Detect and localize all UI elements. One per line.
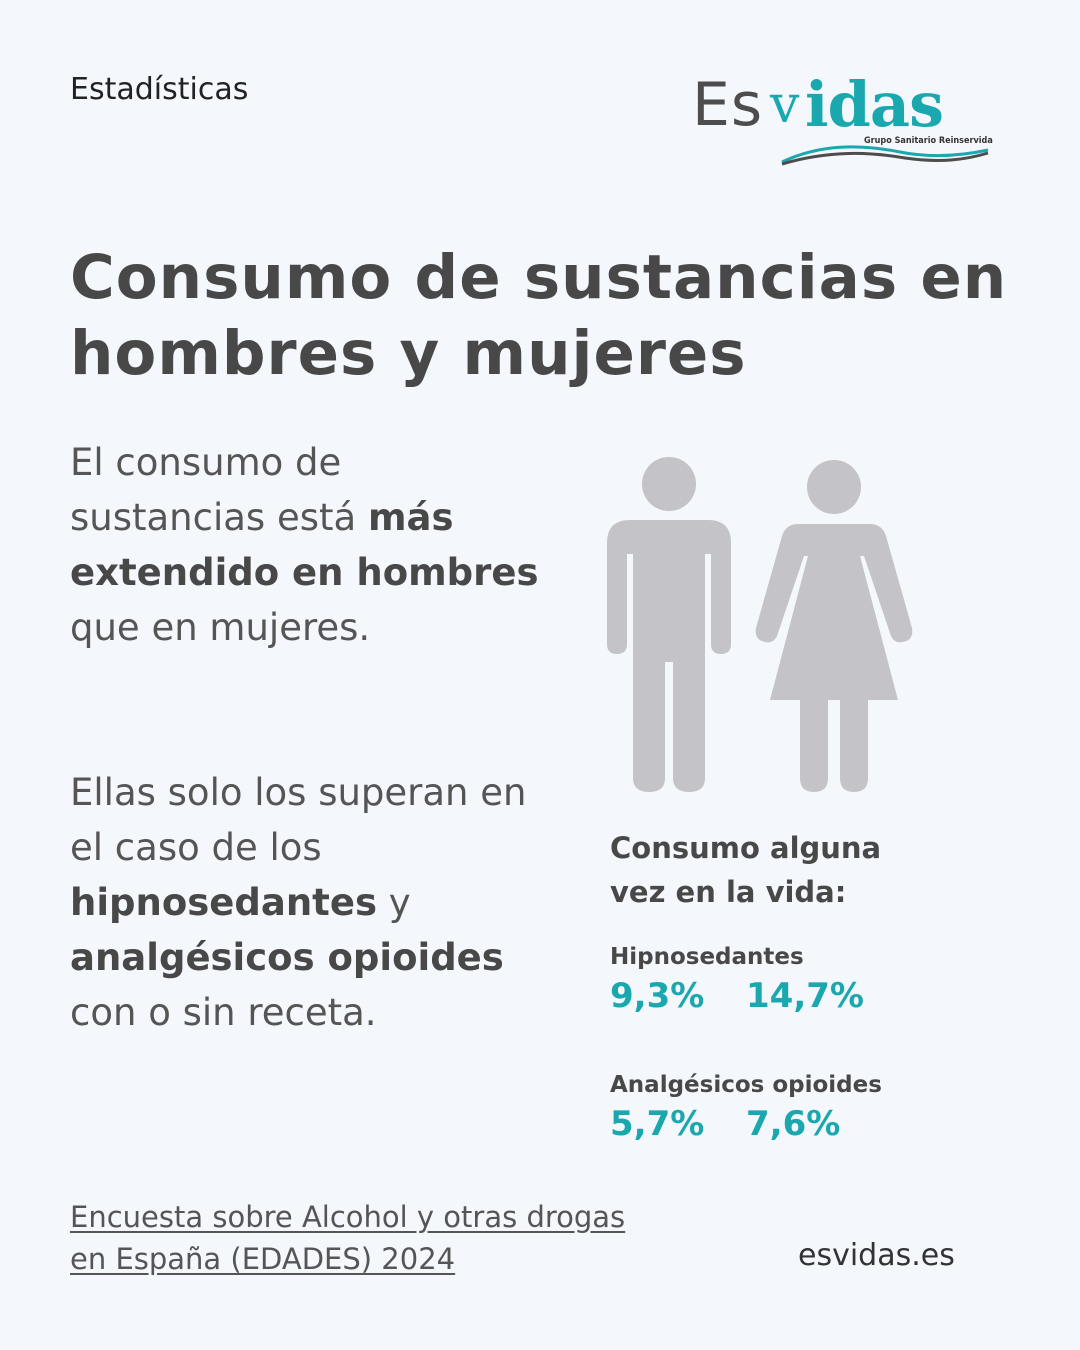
logo-text-idas: idas [805, 68, 944, 141]
source-line-2[interactable]: en España (EDADES) 2024 [70, 1242, 456, 1276]
paragraph-exceptions: Ellas solo los superan en el caso de los… [70, 765, 540, 1040]
woman-icon [755, 460, 913, 792]
stat-value-analgesicos-men: 5,7% [610, 1104, 705, 1144]
paragraph1-text-1: El consumo de sustancias está [70, 441, 368, 539]
paragraph2-bold-1: hipnosedantes [70, 881, 377, 924]
stats-heading: Consumo alguna vez en la vida: [610, 826, 950, 914]
stat-value-hipnosedantes-women: 14,7% [746, 976, 864, 1016]
page-title: Consumo de sustancias en hombres y mujer… [70, 240, 1030, 392]
gender-figures [607, 457, 913, 792]
paragraph1-bold-1: más extendido en hombres [70, 496, 539, 594]
title-line-1: Consumo de sustancias en [70, 242, 1008, 313]
source-line-1[interactable]: Encuesta sobre Alcohol y otras drogas [70, 1200, 626, 1234]
man-icon [607, 457, 731, 792]
title-line-2: hombres y mujeres [70, 318, 747, 389]
stat-label-hipnosedantes: Hipnosedantes [610, 944, 804, 970]
logo-tagline: Grupo Sanitario Reinservida [864, 136, 993, 146]
logo-text-es: Es [692, 70, 764, 140]
stat-label-analgesicos: Analgésicos opioides [610, 1072, 882, 1098]
stat-value-hipnosedantes-men: 9,3% [610, 976, 705, 1016]
stats-heading-line-2: vez en la vida: [610, 875, 847, 909]
paragraph2-text-3: con o sin receta. [70, 991, 377, 1034]
paragraph-men-women: El consumo de sustancias está más extend… [70, 435, 540, 655]
esvidas-logo: Es v idas Grupo Sanitario Reinservida [692, 68, 993, 170]
paragraph1-text-2: que en mujeres. [70, 606, 371, 649]
paragraph2-bold-2: analgésicos opioides [70, 936, 504, 979]
source-link[interactable]: Encuesta sobre Alcohol y otras drogas en… [70, 1196, 710, 1280]
website-url[interactable]: esvidas.es [798, 1238, 955, 1273]
category-label: Estadísticas [70, 72, 249, 107]
paragraph2-text-1: Ellas solo los superan en el caso de los [70, 771, 527, 869]
logo-swoosh-icon [781, 145, 989, 166]
logo-text-v: v [770, 75, 800, 135]
stats-heading-line-1: Consumo alguna [610, 831, 882, 865]
stat-value-analgesicos-women: 7,6% [746, 1104, 841, 1144]
paragraph2-text-2: y [376, 881, 411, 924]
